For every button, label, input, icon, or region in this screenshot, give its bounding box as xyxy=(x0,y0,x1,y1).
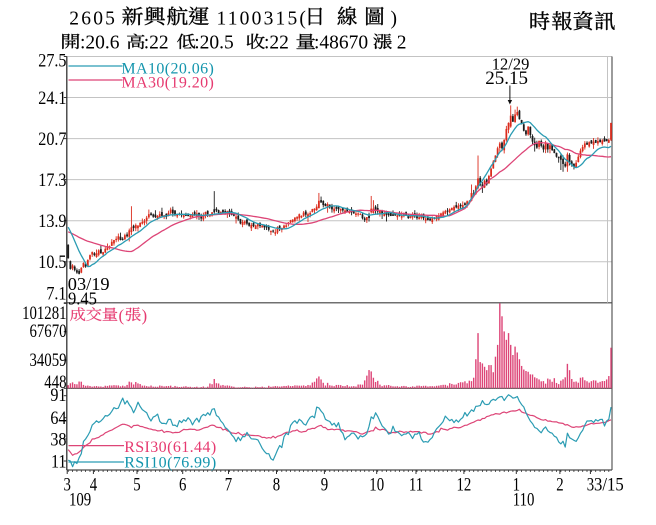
svg-text:12/29: 12/29 xyxy=(492,55,530,74)
svg-text:): ) xyxy=(391,9,398,30)
svg-text:7.1: 7.1 xyxy=(46,282,66,304)
svg-text:91: 91 xyxy=(50,384,66,406)
svg-text:7: 7 xyxy=(225,474,233,495)
svg-text:11: 11 xyxy=(409,474,423,495)
svg-text:9: 9 xyxy=(321,474,328,495)
svg-text:2605: 2605 xyxy=(69,9,117,30)
svg-text::22: :22 xyxy=(264,32,289,53)
svg-text:27.5: 27.5 xyxy=(38,49,66,71)
svg-text:RSI30(61.44): RSI30(61.44) xyxy=(124,439,216,456)
svg-text:67670: 67670 xyxy=(29,320,66,341)
svg-text:110: 110 xyxy=(513,489,535,510)
svg-text:03/19: 03/19 xyxy=(68,274,110,294)
svg-text:10: 10 xyxy=(369,474,384,495)
svg-text::48670: :48670 xyxy=(314,32,368,53)
svg-text:6: 6 xyxy=(179,474,186,495)
svg-text:448: 448 xyxy=(44,371,66,392)
svg-text:24.1: 24.1 xyxy=(38,87,66,109)
svg-text:1100315(: 1100315( xyxy=(217,9,309,30)
svg-text:17.3: 17.3 xyxy=(38,169,66,191)
svg-text:11: 11 xyxy=(51,450,67,472)
svg-text:3: 3 xyxy=(587,474,594,495)
svg-text:64: 64 xyxy=(50,407,66,429)
svg-text:20.7: 20.7 xyxy=(38,128,66,150)
svg-text:2: 2 xyxy=(556,474,563,495)
svg-text:2: 2 xyxy=(397,32,407,53)
svg-text:MA10(20.06): MA10(20.06) xyxy=(121,61,214,78)
svg-text:5: 5 xyxy=(133,474,140,495)
svg-text:): ) xyxy=(142,306,148,325)
svg-text:RSI10(76.99): RSI10(76.99) xyxy=(124,455,216,472)
svg-text:109: 109 xyxy=(69,489,91,510)
svg-text:3/15: 3/15 xyxy=(594,473,624,494)
svg-text:34059: 34059 xyxy=(29,349,66,370)
svg-text:4: 4 xyxy=(90,474,98,495)
svg-text:101281: 101281 xyxy=(22,302,66,323)
svg-text::20.5: :20.5 xyxy=(194,32,234,53)
svg-text:8: 8 xyxy=(273,474,280,495)
svg-text:12: 12 xyxy=(457,474,472,495)
svg-text:3: 3 xyxy=(63,474,70,495)
svg-text:10.5: 10.5 xyxy=(38,251,66,273)
svg-text:9.45: 9.45 xyxy=(68,289,97,309)
svg-text:1: 1 xyxy=(513,474,520,495)
svg-text:MA30(19.20): MA30(19.20) xyxy=(121,74,214,91)
svg-text:38: 38 xyxy=(50,428,66,450)
svg-text::20.6: :20.6 xyxy=(80,32,120,53)
svg-text:(: ( xyxy=(119,306,125,325)
svg-text:13.9: 13.9 xyxy=(38,210,66,232)
svg-text:25.15: 25.15 xyxy=(485,68,528,89)
svg-text::22: :22 xyxy=(144,32,169,53)
